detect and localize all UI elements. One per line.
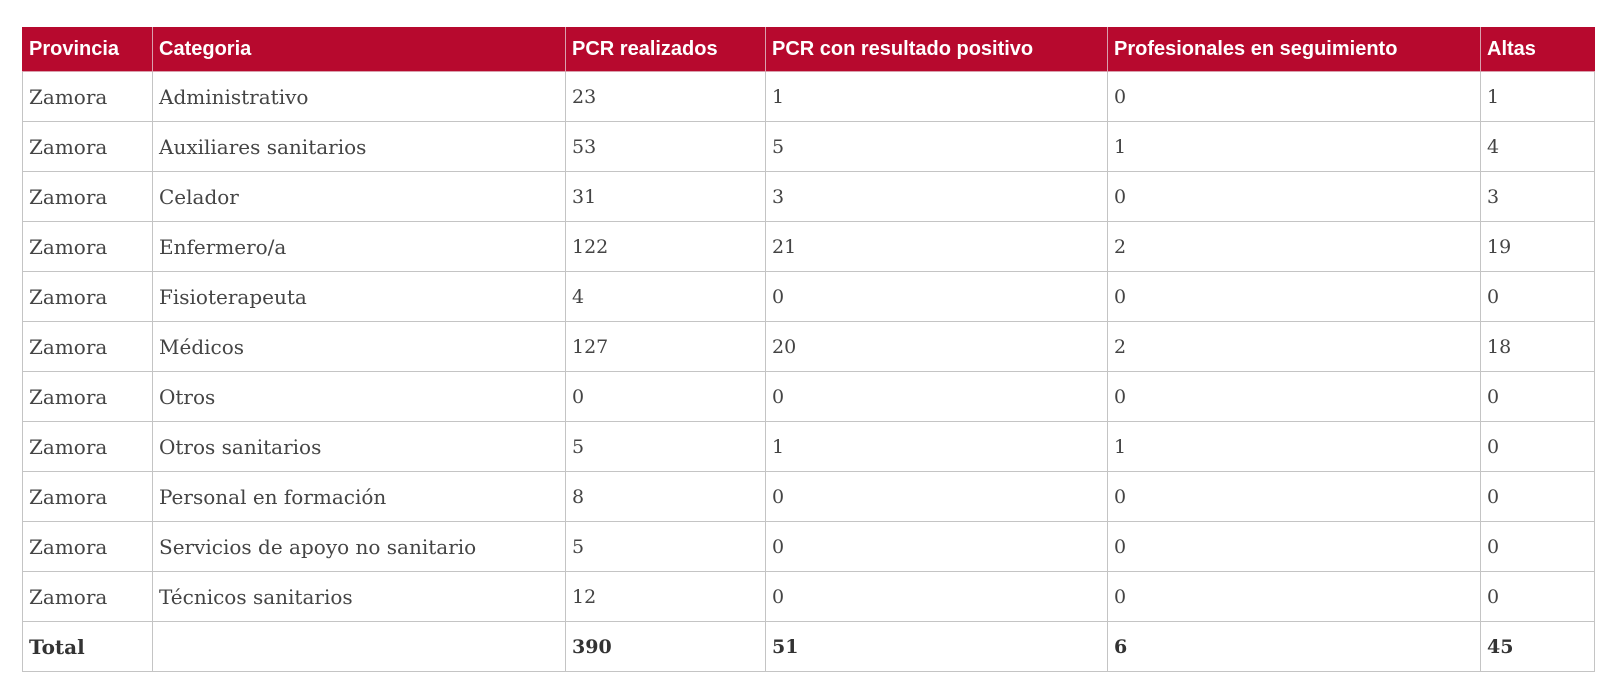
cell-categoria: Otros [152, 371, 566, 422]
cell-categoria: Médicos [152, 321, 566, 372]
cell-provincia: Zamora [22, 171, 153, 222]
cell-pcr-realizados: 23 [565, 71, 766, 122]
cell-pcr-positivo: 0 [765, 571, 1108, 622]
cell-altas: 0 [1480, 521, 1595, 572]
total-cell-provincia: Total [22, 621, 153, 672]
table-row: Zamora Administrativo 23 1 0 1 [22, 71, 1595, 122]
cell-pcr-positivo: 0 [765, 371, 1108, 422]
table-row: Zamora Enfermero/a 122 21 2 19 [22, 221, 1595, 272]
cell-categoria: Personal en formación [152, 471, 566, 522]
cell-categoria: Celador [152, 171, 566, 222]
cell-pcr-realizados: 31 [565, 171, 766, 222]
header-pcr-positivo: PCR con resultado positivo [765, 27, 1108, 72]
cell-provincia: Zamora [22, 121, 153, 172]
header-altas: Altas [1480, 27, 1595, 72]
header-pcr-realizados: PCR realizados [565, 27, 766, 72]
cell-profesionales-seguimiento: 1 [1107, 421, 1481, 472]
data-table-container: Provincia Categoria PCR realizados PCR c… [22, 27, 1595, 672]
cell-profesionales-seguimiento: 0 [1107, 171, 1481, 222]
total-cell-categoria [152, 621, 566, 672]
cell-profesionales-seguimiento: 2 [1107, 321, 1481, 372]
cell-provincia: Zamora [22, 471, 153, 522]
header-provincia: Provincia [22, 27, 153, 72]
cell-pcr-realizados: 8 [565, 471, 766, 522]
cell-pcr-realizados: 12 [565, 571, 766, 622]
cell-categoria: Administrativo [152, 71, 566, 122]
cell-altas: 1 [1480, 71, 1595, 122]
cell-pcr-positivo: 0 [765, 521, 1108, 572]
header-categoria: Categoria [152, 27, 566, 72]
cell-profesionales-seguimiento: 0 [1107, 271, 1481, 322]
cell-profesionales-seguimiento: 0 [1107, 471, 1481, 522]
table-row: Zamora Fisioterapeuta 4 0 0 0 [22, 271, 1595, 322]
cell-pcr-realizados: 53 [565, 121, 766, 172]
cell-profesionales-seguimiento: 0 [1107, 571, 1481, 622]
cell-profesionales-seguimiento: 0 [1107, 371, 1481, 422]
cell-provincia: Zamora [22, 71, 153, 122]
header-profesionales-seguimiento: Profesionales en seguimiento [1107, 27, 1481, 72]
cell-altas: 19 [1480, 221, 1595, 272]
table-body: Zamora Administrativo 23 1 0 1 Zamora Auxiliare… [22, 71, 1595, 672]
table-row: Zamora Personal en formación 8 0 0 0 [22, 471, 1595, 522]
cell-pcr-positivo: 0 [765, 271, 1108, 322]
table-header-row: Provincia Categoria PCR realizados PCR c… [22, 27, 1595, 72]
cell-pcr-realizados: 5 [565, 521, 766, 572]
cell-pcr-realizados: 127 [565, 321, 766, 372]
cell-categoria: Auxiliares sanitarios [152, 121, 566, 172]
pcr-data-table: Provincia Categoria PCR realizados PCR c… [22, 27, 1595, 672]
cell-pcr-positivo: 20 [765, 321, 1108, 372]
cell-profesionales-seguimiento: 0 [1107, 71, 1481, 122]
table-row: Zamora Médicos 127 20 2 18 [22, 321, 1595, 372]
cell-pcr-realizados: 0 [565, 371, 766, 422]
cell-provincia: Zamora [22, 321, 153, 372]
cell-pcr-realizados: 4 [565, 271, 766, 322]
cell-categoria: Otros sanitarios [152, 421, 566, 472]
total-cell-pcr-positivo: 51 [765, 621, 1108, 672]
cell-profesionales-seguimiento: 0 [1107, 521, 1481, 572]
cell-pcr-positivo: 0 [765, 471, 1108, 522]
table-row: Zamora Auxiliares sanitarios 53 5 1 4 [22, 121, 1595, 172]
cell-pcr-realizados: 5 [565, 421, 766, 472]
cell-categoria: Fisioterapeuta [152, 271, 566, 322]
table-row: Zamora Celador 31 3 0 3 [22, 171, 1595, 222]
cell-provincia: Zamora [22, 421, 153, 472]
table-row: Zamora Otros sanitarios 5 1 1 0 [22, 421, 1595, 472]
cell-pcr-positivo: 1 [765, 421, 1108, 472]
cell-altas: 0 [1480, 271, 1595, 322]
cell-provincia: Zamora [22, 371, 153, 422]
cell-altas: 18 [1480, 321, 1595, 372]
cell-pcr-positivo: 21 [765, 221, 1108, 272]
total-cell-pcr-realizados: 390 [565, 621, 766, 672]
cell-altas: 0 [1480, 371, 1595, 422]
cell-altas: 4 [1480, 121, 1595, 172]
cell-pcr-positivo: 1 [765, 71, 1108, 122]
cell-altas: 0 [1480, 571, 1595, 622]
cell-pcr-positivo: 5 [765, 121, 1108, 172]
cell-provincia: Zamora [22, 221, 153, 272]
cell-provincia: Zamora [22, 271, 153, 322]
total-cell-profesionales-seguimiento: 6 [1107, 621, 1481, 672]
cell-pcr-positivo: 3 [765, 171, 1108, 222]
table-row: Zamora Servicios de apoyo no sanitario 5 0 0… [22, 521, 1595, 572]
table-row: Zamora Técnicos sanitarios 12 0 0 0 [22, 571, 1595, 622]
table-row: Zamora Otros 0 0 0 0 [22, 371, 1595, 422]
cell-profesionales-seguimiento: 2 [1107, 221, 1481, 272]
total-cell-altas: 45 [1480, 621, 1595, 672]
cell-profesionales-seguimiento: 1 [1107, 121, 1481, 172]
cell-altas: 0 [1480, 421, 1595, 472]
cell-categoria: Enfermero/a [152, 221, 566, 272]
cell-pcr-realizados: 122 [565, 221, 766, 272]
cell-altas: 3 [1480, 171, 1595, 222]
cell-altas: 0 [1480, 471, 1595, 522]
cell-provincia: Zamora [22, 521, 153, 572]
cell-provincia: Zamora [22, 571, 153, 622]
cell-categoria: Servicios de apoyo no sanitario [152, 521, 566, 572]
cell-categoria: Técnicos sanitarios [152, 571, 566, 622]
total-row: Total 390 51 6 45 [22, 621, 1595, 672]
